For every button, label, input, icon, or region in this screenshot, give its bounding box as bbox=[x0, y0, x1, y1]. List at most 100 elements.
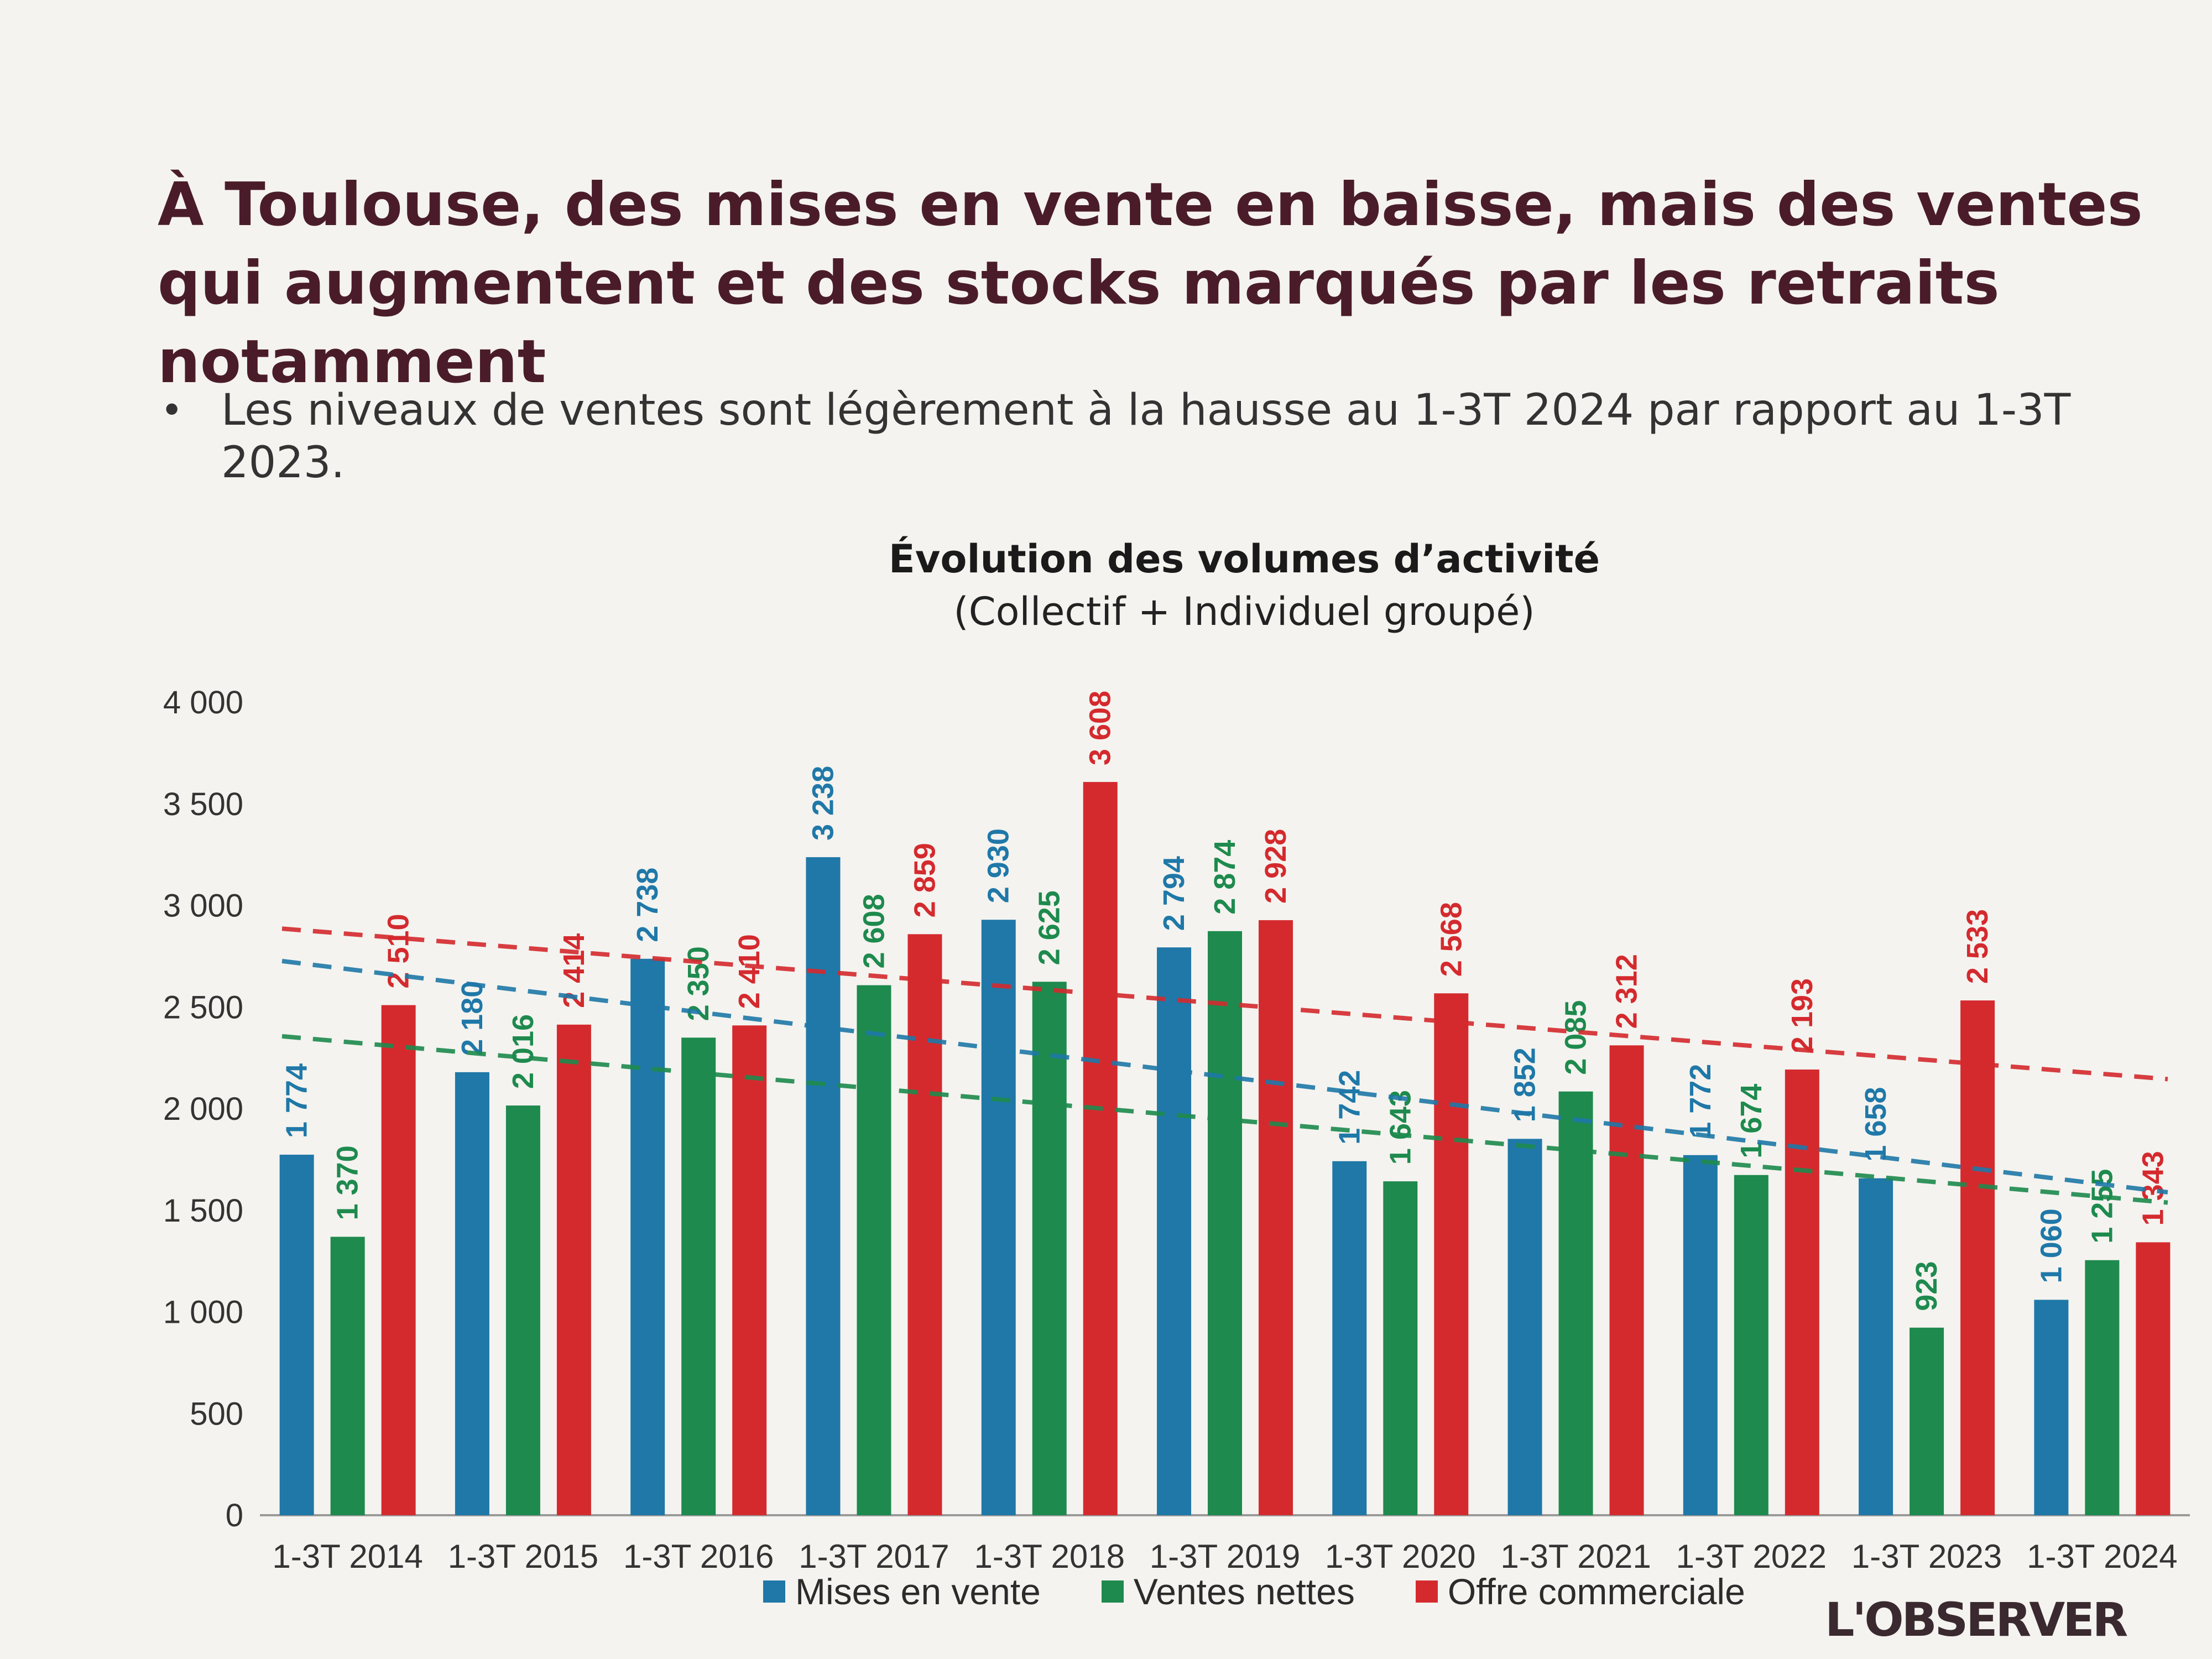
bar bbox=[1032, 982, 1067, 1515]
x-tick-label: 1-3T 2024 bbox=[2027, 1538, 2177, 1575]
data-label: 2 085 bbox=[1559, 1000, 1593, 1075]
x-tick-label: 1-3T 2019 bbox=[1150, 1538, 1300, 1575]
trendline bbox=[281, 1034, 2168, 1205]
data-label: 1 772 bbox=[1684, 1064, 1717, 1139]
bar bbox=[2034, 1300, 2069, 1515]
legend-item-ventes: Ventes nettes bbox=[1101, 1571, 1355, 1613]
bar bbox=[455, 1072, 489, 1515]
bar bbox=[2085, 1260, 2120, 1515]
x-tick-label: 1-3T 2023 bbox=[1851, 1538, 2002, 1575]
legend-swatch-ventes bbox=[1101, 1580, 1124, 1603]
x-tick-label: 1-3T 2014 bbox=[272, 1538, 422, 1575]
bar bbox=[1910, 1327, 1944, 1515]
x-tick-label: 1-3T 2017 bbox=[799, 1538, 949, 1575]
legend-label-offre: Offre commerciale bbox=[1447, 1571, 1745, 1612]
data-label: 1 643 bbox=[1384, 1090, 1417, 1165]
trendline bbox=[281, 958, 2168, 1194]
y-tick-label: 3 000 bbox=[163, 888, 243, 924]
y-tick-label: 4 000 bbox=[163, 685, 243, 721]
bar bbox=[1960, 1000, 1995, 1515]
bar bbox=[330, 1237, 365, 1515]
data-label: 923 bbox=[1910, 1261, 1943, 1311]
data-label: 2 016 bbox=[507, 1014, 540, 1089]
bar bbox=[1383, 1181, 1418, 1515]
data-label: 2 928 bbox=[1259, 829, 1292, 904]
bar bbox=[1434, 993, 1469, 1515]
bar bbox=[1859, 1178, 1893, 1515]
bar bbox=[1083, 782, 1118, 1515]
bar bbox=[630, 958, 665, 1515]
x-tick-label: 1-3T 2015 bbox=[448, 1538, 598, 1575]
chart-subtitle: (Collectif + Individuel groupé) bbox=[953, 589, 1535, 634]
y-tick-label: 2 000 bbox=[163, 1091, 243, 1127]
bar bbox=[806, 857, 841, 1515]
data-label: 2 794 bbox=[1157, 856, 1191, 931]
bar bbox=[1507, 1139, 1542, 1515]
bar bbox=[505, 1105, 540, 1515]
data-label: 1 255 bbox=[2085, 1169, 2119, 1244]
data-label: 2 738 bbox=[631, 868, 664, 942]
data-label: 1 742 bbox=[1333, 1070, 1366, 1145]
bar bbox=[857, 985, 891, 1515]
data-label: 1 370 bbox=[331, 1145, 364, 1220]
legend-item-offre: Offre commerciale bbox=[1415, 1571, 1745, 1613]
data-label: 1 060 bbox=[2034, 1208, 2068, 1283]
slide-title: À Toulouse, des mises en vente en baisse… bbox=[158, 170, 2143, 397]
bar bbox=[981, 920, 1016, 1515]
observer-logo: L'OBSERVER bbox=[1825, 1593, 2128, 1647]
data-label: 1 852 bbox=[1509, 1047, 1542, 1122]
x-tick-label: 1-3T 2022 bbox=[1676, 1538, 1827, 1575]
data-label: 2 193 bbox=[1786, 978, 1819, 1053]
bullet-dot-icon: • bbox=[160, 388, 184, 433]
y-tick-label: 2 500 bbox=[163, 989, 243, 1025]
x-tick-label: 1-3T 2021 bbox=[1500, 1538, 1651, 1575]
bar bbox=[907, 934, 942, 1515]
data-label: 1 774 bbox=[280, 1063, 314, 1138]
data-label: 2 874 bbox=[1208, 840, 1241, 915]
data-label: 2 312 bbox=[1610, 954, 1644, 1029]
bar bbox=[1683, 1155, 1718, 1515]
bar bbox=[381, 1005, 416, 1515]
bar bbox=[2136, 1242, 2171, 1515]
y-tick-label: 0 bbox=[226, 1498, 243, 1533]
chart-title: Évolution des volumes d’activité bbox=[888, 536, 1600, 582]
bar bbox=[1785, 1070, 1819, 1515]
x-tick-label: 1-3T 2016 bbox=[623, 1538, 774, 1575]
bar bbox=[279, 1155, 314, 1515]
bar bbox=[1208, 931, 1242, 1515]
data-label: 2 180 bbox=[456, 981, 489, 1056]
data-label: 2 859 bbox=[908, 843, 941, 917]
chart-legend: Mises en vente Ventes nettes Offre comme… bbox=[763, 1571, 1759, 1613]
bar bbox=[1157, 947, 1191, 1515]
data-label: 2 533 bbox=[1961, 909, 1994, 984]
x-tick-label: 1-3T 2018 bbox=[974, 1538, 1125, 1575]
bar bbox=[1734, 1175, 1768, 1515]
legend-swatch-mises bbox=[763, 1580, 785, 1603]
legend-swatch-offre bbox=[1415, 1580, 1438, 1603]
legend-label-ventes: Ventes nettes bbox=[1133, 1571, 1355, 1612]
y-tick-label: 1 000 bbox=[163, 1295, 243, 1331]
bar bbox=[1332, 1161, 1367, 1515]
data-label: 1 674 bbox=[1735, 1084, 1768, 1159]
data-label: 3 238 bbox=[806, 766, 839, 841]
trendline bbox=[281, 926, 2168, 1082]
data-label: 2 410 bbox=[733, 934, 766, 1009]
data-label: 2 625 bbox=[1033, 890, 1066, 965]
y-tick-label: 500 bbox=[190, 1396, 243, 1432]
x-tick-label: 1-3T 2020 bbox=[1325, 1538, 1475, 1575]
data-label: 3 608 bbox=[1084, 691, 1117, 765]
bullet-point: • Les niveaux de ventes sont légèrement … bbox=[160, 384, 2162, 489]
data-label: 2 930 bbox=[982, 828, 1015, 903]
legend-item-mises: Mises en vente bbox=[763, 1571, 1041, 1613]
bar bbox=[1609, 1045, 1644, 1515]
bar bbox=[1259, 920, 1293, 1515]
bar bbox=[1558, 1091, 1593, 1515]
legend-label-mises: Mises en vente bbox=[795, 1571, 1041, 1612]
bar bbox=[681, 1037, 716, 1515]
data-label: 2 568 bbox=[1434, 902, 1468, 977]
data-label: 1 658 bbox=[1859, 1087, 1892, 1162]
bar bbox=[556, 1024, 591, 1515]
bullet-text: Les niveaux de ventes sont légèrement à … bbox=[221, 385, 2071, 488]
data-label: 2 608 bbox=[857, 894, 890, 968]
y-tick-label: 3 500 bbox=[163, 786, 243, 822]
